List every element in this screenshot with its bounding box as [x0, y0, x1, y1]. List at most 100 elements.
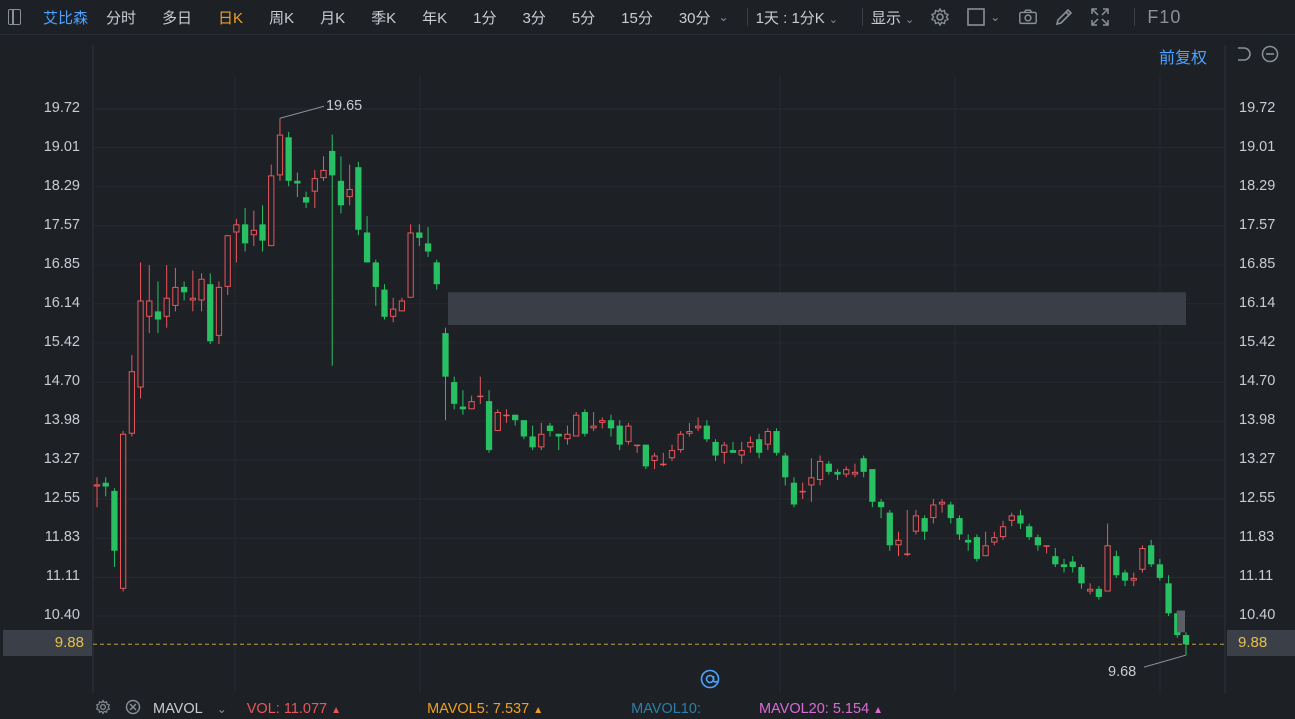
display-select[interactable]: 显示 ⌄: [871, 7, 914, 28]
chevron-down-icon[interactable]: ⌄: [990, 10, 1001, 24]
candle: [224, 235, 231, 296]
candle: [712, 439, 719, 461]
range-select[interactable]: 1天 : 1分K ⌄: [756, 7, 838, 28]
candle-body: [973, 537, 981, 559]
candle: [616, 420, 623, 451]
tab-5min[interactable]: 5分: [571, 9, 596, 27]
candle: [180, 281, 188, 301]
at-sign-icon[interactable]: [700, 669, 720, 693]
candle: [215, 281, 223, 345]
candle-body: [294, 180, 301, 184]
candle-body: [111, 490, 118, 551]
candle: [555, 433, 562, 451]
pencil-icon[interactable]: [1054, 7, 1074, 27]
candle-body: [180, 286, 188, 293]
tab-30min[interactable]: 30分: [678, 9, 711, 27]
tab-weekly-k[interactable]: 周K: [269, 9, 295, 27]
camera-icon[interactable]: [1018, 7, 1038, 27]
tab-3min[interactable]: 3分: [522, 9, 546, 27]
candle-body: [877, 501, 885, 508]
tab-monthly-k[interactable]: 月K: [320, 9, 346, 27]
candle-body: [755, 439, 763, 453]
candle: [1095, 586, 1103, 600]
adjust-mode-button[interactable]: 前复权: [1159, 50, 1208, 67]
price-axis-right-label: 10.40: [1239, 607, 1276, 623]
candle: [520, 420, 528, 440]
price-axis-left-label: 17.57: [43, 216, 80, 233]
tab-1min[interactable]: 1分: [473, 9, 497, 27]
candle-body: [1060, 564, 1068, 568]
candle-body: [1121, 572, 1129, 581]
candle-body: [564, 433, 571, 440]
candle: [860, 455, 867, 478]
close-indicator-icon[interactable]: [125, 699, 143, 719]
tab-intraday[interactable]: 分时: [106, 9, 137, 27]
tab-15min[interactable]: 15分: [621, 9, 653, 27]
candle-body: [921, 518, 928, 532]
layout-square-icon[interactable]: [966, 7, 986, 27]
candle: [956, 515, 963, 540]
undo-icon[interactable]: [1234, 45, 1252, 67]
candle-body: [1087, 588, 1094, 592]
candle: [189, 270, 196, 312]
more-periods-chevron-icon[interactable]: ⌄: [718, 10, 729, 24]
candle: [259, 205, 266, 252]
price-axis-left-label: 14.70: [43, 373, 80, 390]
session-marker: [1177, 610, 1185, 633]
price-axis-right-label: 11.83: [1239, 529, 1275, 546]
price-axis-right-label: 12.55: [1239, 490, 1276, 507]
display-label: 显示: [871, 9, 902, 27]
candle: [668, 444, 676, 461]
candle: [398, 297, 406, 312]
settings-gear-icon[interactable]: [95, 699, 113, 719]
f10-button[interactable]: F10: [1147, 6, 1182, 27]
candle-body: [520, 420, 528, 437]
candle-body: [163, 297, 170, 317]
candle-body: [128, 371, 135, 434]
candle: [1026, 523, 1033, 540]
candle: [268, 164, 275, 247]
price-axis-left-label: 13.27: [43, 450, 80, 467]
candle: [755, 433, 763, 459]
price-axis-right-label: 14.70: [1239, 373, 1276, 390]
candle-body: [965, 539, 972, 543]
tab-daily-k[interactable]: 日K: [218, 9, 244, 27]
tab-multi-day[interactable]: 多日: [162, 9, 193, 27]
candle-body: [747, 441, 754, 448]
tab-yearly-k[interactable]: 年K: [422, 9, 448, 27]
candle-body: [947, 504, 954, 519]
candle: [625, 422, 632, 445]
candle-body: [956, 518, 963, 535]
candle-body: [816, 460, 824, 481]
candle: [660, 452, 667, 467]
candle-body: [224, 235, 231, 287]
candle-body: [642, 444, 649, 467]
candle-body: [459, 406, 467, 410]
candle: [503, 409, 510, 423]
candle-body: [320, 169, 327, 179]
candle-body: [259, 224, 266, 241]
candle-body: [982, 545, 989, 557]
current-price-tag-right: 9.88: [1227, 630, 1295, 656]
indicator-name[interactable]: MAVOL: [153, 700, 203, 717]
vol-value: VOL: 11.077 ▲: [247, 701, 341, 717]
price-axis-right-label: 16.85: [1239, 256, 1276, 273]
candle-body: [451, 382, 458, 404]
fullscreen-icon[interactable]: [1090, 7, 1110, 27]
candle-body: [581, 412, 589, 434]
tab-quarterly-k[interactable]: 季K: [371, 9, 397, 27]
candle: [459, 390, 467, 415]
candle: [799, 482, 806, 500]
zoom-out-icon[interactable]: [1261, 45, 1279, 67]
candle-body: [119, 433, 127, 589]
candle: [729, 441, 737, 453]
candle: [355, 161, 362, 236]
candle: [1069, 556, 1076, 573]
gear-icon[interactable]: [930, 7, 950, 27]
candle: [512, 414, 519, 426]
sidebar-toggle-icon[interactable]: [8, 9, 21, 25]
chevron-down-icon[interactable]: ⌄: [216, 701, 227, 716]
stock-name[interactable]: 艾比森: [43, 9, 89, 27]
candle-body: [1008, 515, 1015, 521]
